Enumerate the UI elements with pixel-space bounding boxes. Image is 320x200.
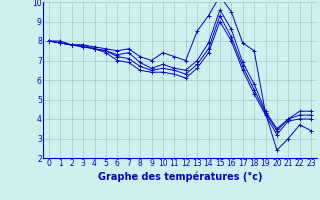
X-axis label: Graphe des températures (°c): Graphe des températures (°c) (98, 171, 262, 182)
